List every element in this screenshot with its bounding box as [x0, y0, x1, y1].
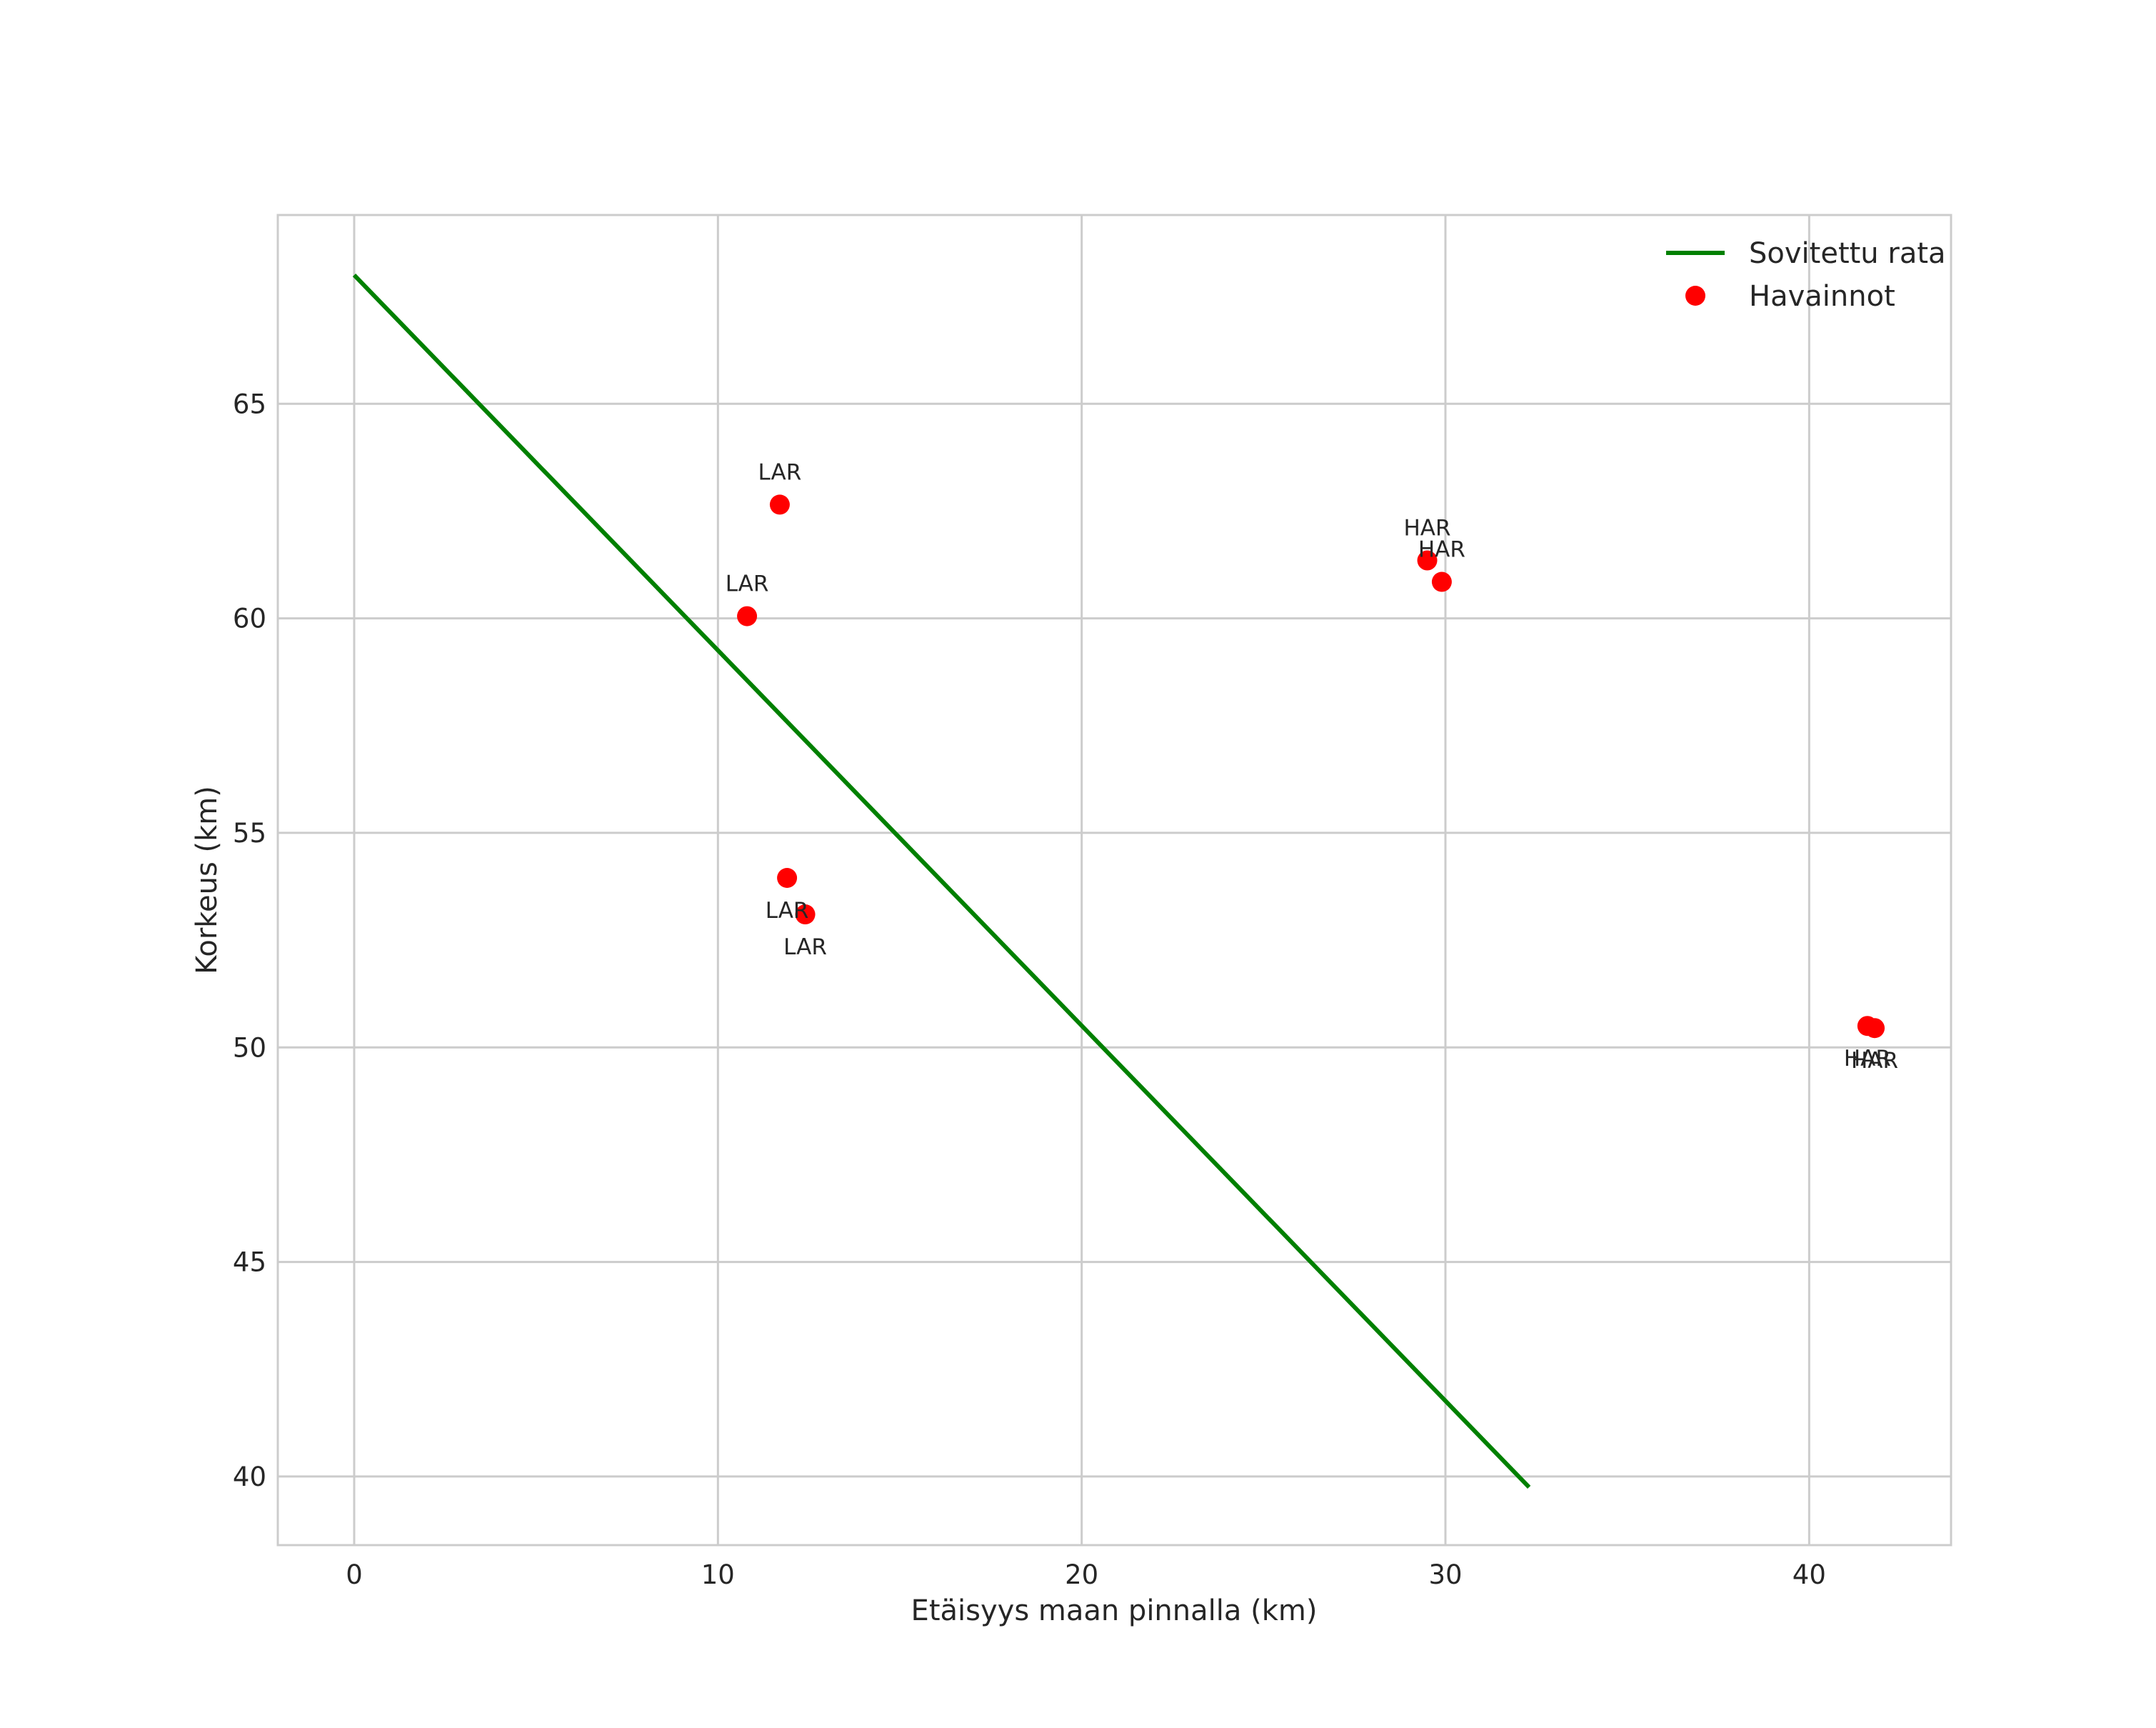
legend: Sovitettu rata Havainnot — [1666, 237, 1946, 313]
tick-labels: 0 10 20 30 40 40 45 50 55 60 65 — [233, 389, 1826, 1590]
observation-point-label: LAR — [726, 571, 769, 597]
legend-label-points: Havainnot — [1749, 280, 1895, 313]
y-axis-label: Korkeus (km) — [191, 786, 224, 974]
x-tick-label: 0 — [346, 1559, 363, 1590]
observation-point — [1431, 571, 1452, 592]
y-tick-label: 50 — [233, 1032, 266, 1063]
x-tick-label: 30 — [1428, 1559, 1462, 1590]
y-tick-label: 40 — [233, 1462, 266, 1492]
observation-point-label: LAR — [758, 459, 802, 485]
observation-point-label: HAR — [1844, 1046, 1891, 1072]
y-tick-label: 60 — [233, 604, 266, 634]
scatter-series-layer — [737, 494, 1885, 1039]
plot-frame — [276, 214, 1952, 1547]
x-tick-label: 40 — [1793, 1559, 1826, 1590]
observation-point-label: LAR — [766, 898, 809, 924]
observation-point — [737, 606, 758, 626]
observation-point — [769, 494, 790, 515]
observation-point — [795, 904, 816, 925]
x-tick-label: 20 — [1065, 1559, 1098, 1590]
legend-label-line: Sovitettu rata — [1749, 237, 1946, 270]
legend-marker-swatch — [1685, 286, 1705, 306]
observation-point — [1865, 1018, 1885, 1039]
observation-point-label: LAR — [783, 934, 827, 960]
observation-point — [1417, 550, 1438, 571]
observation-point — [777, 867, 798, 888]
fitted-trajectory-line — [352, 274, 1531, 1489]
line-series-layer — [352, 274, 1531, 1489]
y-tick-label: 45 — [233, 1247, 266, 1278]
y-tick-label: 55 — [233, 818, 266, 849]
observation-point-label: HAR — [1851, 1048, 1898, 1074]
observation-point-label: HAR — [1418, 537, 1465, 563]
grid — [278, 215, 1951, 1545]
observation-point-label: HAR — [1404, 516, 1451, 541]
x-axis-label: Etäisyys maan pinnalla (km) — [911, 1594, 1318, 1627]
x-tick-label: 10 — [701, 1559, 735, 1590]
y-tick-label: 65 — [233, 389, 266, 419]
